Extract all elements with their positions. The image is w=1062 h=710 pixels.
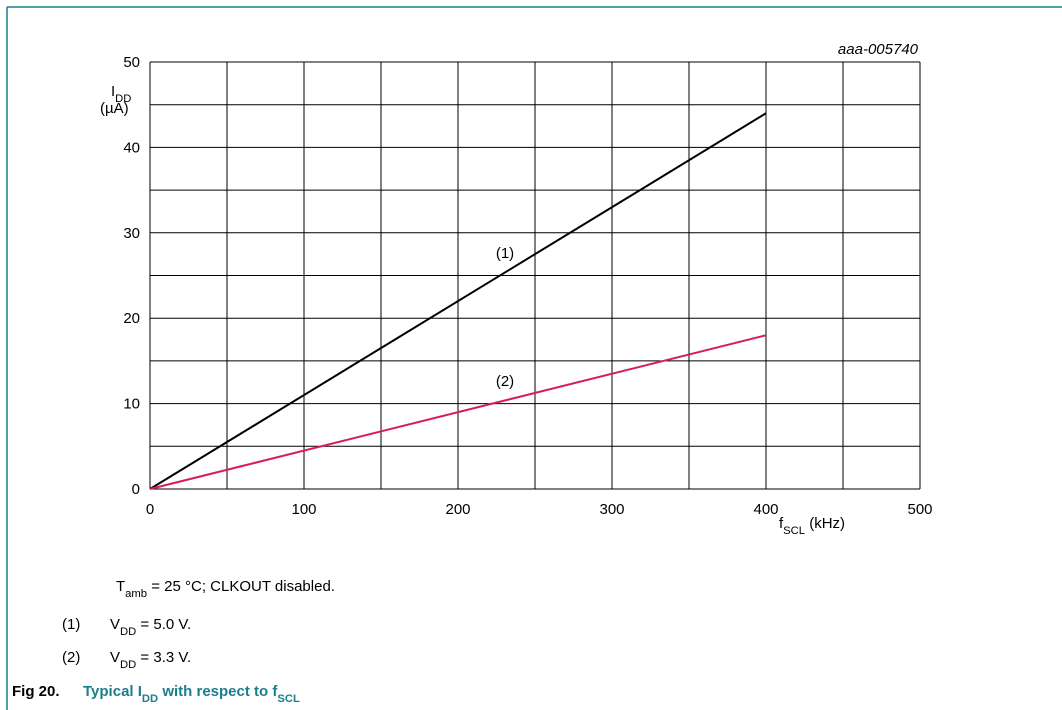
note-conditions-part: = 25 °C; CLKOUT disabled. — [147, 578, 335, 595]
figure-code: aaa-005740 — [838, 41, 919, 58]
caption-title: Typical IDD with respect to fSCL — [83, 683, 300, 705]
x-axis-label-part: (kHz) — [805, 515, 845, 532]
x-tick-label: 400 — [753, 501, 778, 518]
series-label: (1) — [496, 245, 514, 262]
note-text-part: V — [110, 649, 120, 666]
y-tick-label: 50 — [123, 54, 140, 71]
note-text-part: = 5.0 V. — [136, 616, 191, 633]
x-tick-label: 300 — [599, 501, 624, 518]
note-marker: (1) — [62, 616, 80, 633]
series-line — [149, 334, 767, 490]
x-tick-label: 200 — [445, 501, 470, 518]
y-axis-label-part: I — [111, 83, 115, 100]
note-text-part: DD — [120, 659, 136, 671]
y-axis-label: IDD — [111, 83, 131, 105]
x-tick-label: 100 — [291, 501, 316, 518]
note-text-part: V — [110, 616, 120, 633]
y-tick-label: 10 — [123, 396, 140, 413]
caption-number: Fig 20. — [12, 683, 60, 700]
series-line — [149, 112, 767, 490]
x-axis-label-part: f — [779, 515, 784, 532]
x-axis-label-part: SCL — [783, 525, 805, 537]
note-marker: (2) — [62, 649, 80, 666]
note-text: VDD = 3.3 V. — [110, 649, 191, 671]
note-text: VDD = 5.0 V. — [110, 616, 191, 638]
caption-title-part: Typical I — [83, 683, 142, 700]
caption-title-part: DD — [142, 693, 158, 705]
note-conditions-part: T — [116, 578, 125, 595]
y-axis-label-part: DD — [115, 93, 131, 105]
series-label: (2) — [496, 373, 514, 390]
y-tick-label: 20 — [123, 310, 140, 327]
note-text-part: DD — [120, 626, 136, 638]
note-conditions: Tamb = 25 °C; CLKOUT disabled. — [116, 578, 335, 600]
y-tick-label: 40 — [123, 139, 140, 156]
x-axis-label: fSCL (kHz) — [779, 515, 845, 537]
y-tick-label: 30 — [123, 225, 140, 242]
note-conditions-part: amb — [125, 588, 147, 600]
y-tick-label: 0 — [132, 481, 140, 498]
y-axis-unit: (µA) — [100, 100, 129, 117]
x-tick-label: 500 — [907, 501, 932, 518]
caption-title-part: with respect to f — [158, 683, 278, 700]
x-tick-label: 0 — [146, 501, 154, 518]
note-text-part: = 3.3 V. — [136, 649, 191, 666]
caption-title-part: SCL — [277, 693, 300, 705]
